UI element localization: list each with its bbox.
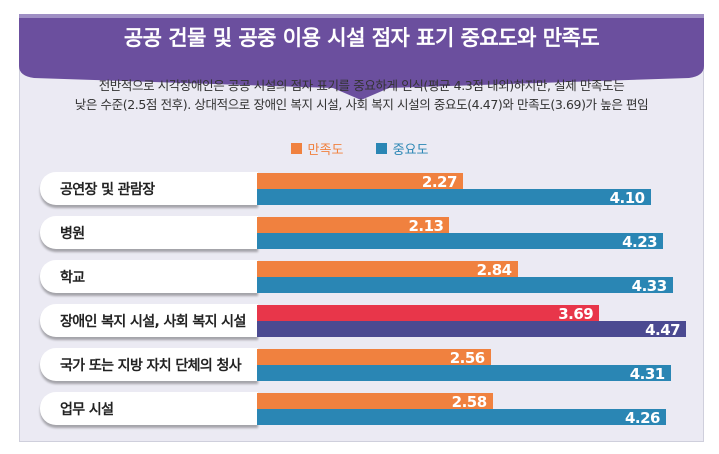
value-label: 2.84 — [476, 261, 513, 279]
satisfaction-bar — [257, 393, 493, 409]
value-label: 4.10 — [609, 189, 646, 207]
legend-swatch — [375, 143, 387, 154]
value-label: 2.58 — [451, 393, 488, 411]
value-label: 2.27 — [421, 173, 458, 191]
legend-swatch — [290, 143, 302, 154]
legend: 만족도 중요도 — [0, 139, 719, 158]
importance-bar — [257, 277, 673, 293]
category-label: 업무 시설 — [40, 392, 258, 425]
category-label: 장애인 복지 시설, 사회 복지 시설 — [40, 304, 258, 337]
importance-bar — [257, 233, 664, 249]
satisfaction-bar — [257, 173, 463, 189]
legend-label: 만족도 — [307, 143, 344, 158]
subtitle-line: 전반적으로 시각장애인은 공공 시설의 점자 표기를 중요하게 인식(평균 4.… — [98, 78, 625, 93]
category-label: 병원 — [40, 216, 258, 249]
value-label: 2.56 — [449, 349, 486, 367]
subtitle-line: 낮은 수준(2.5점 전후). 상대적으로 장애인 복지 시설, 사회 복지 시… — [74, 97, 649, 112]
value-label: 4.47 — [645, 321, 681, 339]
importance-bar — [257, 409, 666, 425]
legend-label: 중요도 — [392, 143, 429, 158]
importance-bar — [257, 189, 651, 205]
legend-item-importance: 중요도 — [375, 139, 429, 158]
chart-subtitle: 전반적으로 시각장애인은 공공 시설의 점자 표기를 중요하게 인식(평균 4.… — [19, 76, 704, 114]
value-label: 2.13 — [408, 217, 444, 235]
satisfaction-bar — [257, 305, 600, 321]
value-label: 4.33 — [631, 277, 668, 295]
satisfaction-bar — [257, 349, 491, 365]
category-label: 국가 또는 지방 자치 단체의 청사 — [40, 348, 258, 381]
importance-bar — [257, 365, 671, 381]
satisfaction-bar — [257, 217, 450, 233]
value-label: 4.26 — [624, 409, 661, 427]
importance-bar — [257, 321, 687, 337]
title-banner — [19, 14, 704, 100]
value-label: 4.23 — [622, 233, 658, 251]
value-label: 3.69 — [558, 305, 594, 323]
legend-item-satisfaction: 만족도 — [290, 139, 344, 158]
category-label: 학교 — [40, 260, 258, 293]
category-label: 공연장 및 관람장 — [40, 172, 258, 205]
value-label: 4.31 — [629, 365, 666, 383]
chart-title: 공공 건물 및 공중 이용 시설 점자 표기 중요도와 만족도 — [123, 26, 600, 50]
satisfaction-bar — [257, 261, 518, 277]
